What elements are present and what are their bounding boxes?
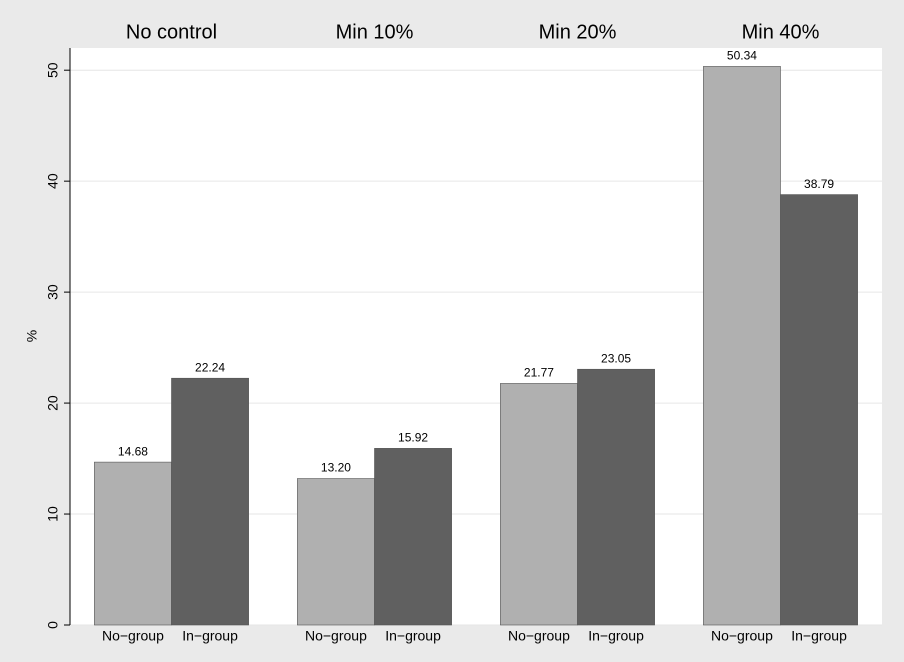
panel-title: Min 40% [742, 21, 820, 43]
value-label: 14.68 [118, 444, 148, 458]
value-label: 22.24 [195, 360, 225, 374]
bar [171, 377, 249, 626]
bar [374, 448, 452, 626]
y-tick-label: 40 [45, 173, 61, 189]
bar [297, 478, 375, 626]
x-tick-label: No−group [508, 628, 570, 644]
x-tick-label: In−group [182, 628, 238, 644]
value-label: 23.05 [601, 351, 631, 365]
value-label: 13.20 [321, 461, 351, 475]
panel-title: Min 10% [336, 21, 414, 43]
bar [500, 383, 578, 626]
panel-title: No control [126, 21, 217, 43]
x-tick-label: No−group [102, 628, 164, 644]
bar [780, 194, 858, 626]
x-tick-label: No−group [305, 628, 367, 644]
x-tick-label: In−group [791, 628, 847, 644]
y-axis-label: % [24, 330, 40, 342]
bar [703, 66, 781, 626]
y-tick-label: 30 [45, 284, 61, 300]
y-tick-label: 20 [45, 395, 61, 411]
bar [94, 461, 172, 626]
value-label: 21.77 [524, 366, 554, 380]
x-tick-label: No−group [711, 628, 773, 644]
value-label: 38.79 [804, 177, 834, 191]
x-tick-label: In−group [385, 628, 441, 644]
y-tick-label: 50 [45, 62, 61, 78]
value-label: 50.34 [727, 49, 757, 63]
y-tick-label: 0 [45, 621, 61, 629]
y-tick-label: 10 [45, 506, 61, 522]
panel-title: Min 20% [539, 21, 617, 43]
x-tick-label: In−group [588, 628, 644, 644]
value-label: 15.92 [398, 431, 428, 445]
bar [577, 368, 655, 626]
